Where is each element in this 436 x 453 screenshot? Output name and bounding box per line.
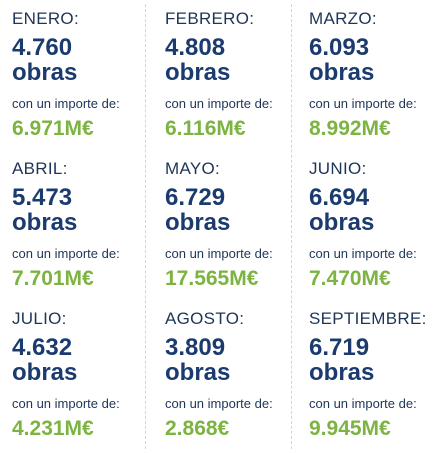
amount-caption: con un importe de: xyxy=(165,396,273,411)
works-count: 6.719 obras xyxy=(309,334,375,386)
month-label: SEPTIEMBRE: xyxy=(309,309,427,328)
month-card-junio: JUNIO: 6.694 obras con un importe de: 7.4… xyxy=(291,150,436,300)
amount-caption: con un importe de: xyxy=(309,246,417,261)
amount-value: 9.945M€ xyxy=(309,417,391,440)
works-count: 4.808 obras xyxy=(165,34,231,86)
amount-value: 17.565M€ xyxy=(165,267,259,290)
month-card-enero: ENERO: 4.760 obras con un importe de: 6.9… xyxy=(0,0,145,150)
month-label: AGOSTO: xyxy=(165,309,245,328)
works-count: 4.632 obras xyxy=(12,334,78,386)
amount-value: 8.992M€ xyxy=(309,117,391,140)
amount-caption: con un importe de: xyxy=(12,396,120,411)
month-label: ENERO: xyxy=(12,9,79,28)
month-card-agosto: AGOSTO: 3.809 obras con un importe de: 2.… xyxy=(145,300,291,453)
works-count: 6.694 obras xyxy=(309,184,375,236)
amount-caption: con un importe de: xyxy=(309,96,417,111)
amount-caption: con un importe de: xyxy=(12,96,120,111)
column-divider xyxy=(145,4,146,449)
month-label: JUNIO: xyxy=(309,159,367,178)
month-label: MARZO: xyxy=(309,9,377,28)
month-card-abril: ABRIL: 5.473 obras con un importe de: 7.7… xyxy=(0,150,145,300)
month-card-marzo: MARZO: 6.093 obras con un importe de: 8.9… xyxy=(291,0,436,150)
amount-caption: con un importe de: xyxy=(165,96,273,111)
amount-value: 6.116M€ xyxy=(165,117,246,140)
month-label: FEBRERO: xyxy=(165,9,255,28)
month-card-julio: JULIO: 4.632 obras con un importe de: 4.2… xyxy=(0,300,145,453)
month-card-febrero: FEBRERO: 4.808 obras con un importe de: 6… xyxy=(145,0,291,150)
amount-caption: con un importe de: xyxy=(12,246,120,261)
month-label: JULIO: xyxy=(12,309,67,328)
amount-caption: con un importe de: xyxy=(165,246,273,261)
works-count: 6.093 obras xyxy=(309,34,375,86)
works-count: 4.760 obras xyxy=(12,34,78,86)
month-label: ABRIL: xyxy=(12,159,68,178)
amount-value: 4.231M€ xyxy=(12,417,94,440)
month-card-mayo: MAYO: 6.729 obras con un importe de: 17.5… xyxy=(145,150,291,300)
works-count: 3.809 obras xyxy=(165,334,231,386)
month-card-septiembre: SEPTIEMBRE: 6.719 obras con un importe de… xyxy=(291,300,436,453)
amount-value: 2.868€ xyxy=(165,417,230,440)
amount-value: 7.470M€ xyxy=(309,267,391,290)
works-count: 6.729 obras xyxy=(165,184,231,236)
amount-value: 7.701M€ xyxy=(12,267,94,290)
works-count: 5.473 obras xyxy=(12,184,78,236)
month-label: MAYO: xyxy=(165,159,221,178)
amount-value: 6.971M€ xyxy=(12,117,94,140)
column-divider xyxy=(291,4,292,449)
amount-caption: con un importe de: xyxy=(309,396,417,411)
